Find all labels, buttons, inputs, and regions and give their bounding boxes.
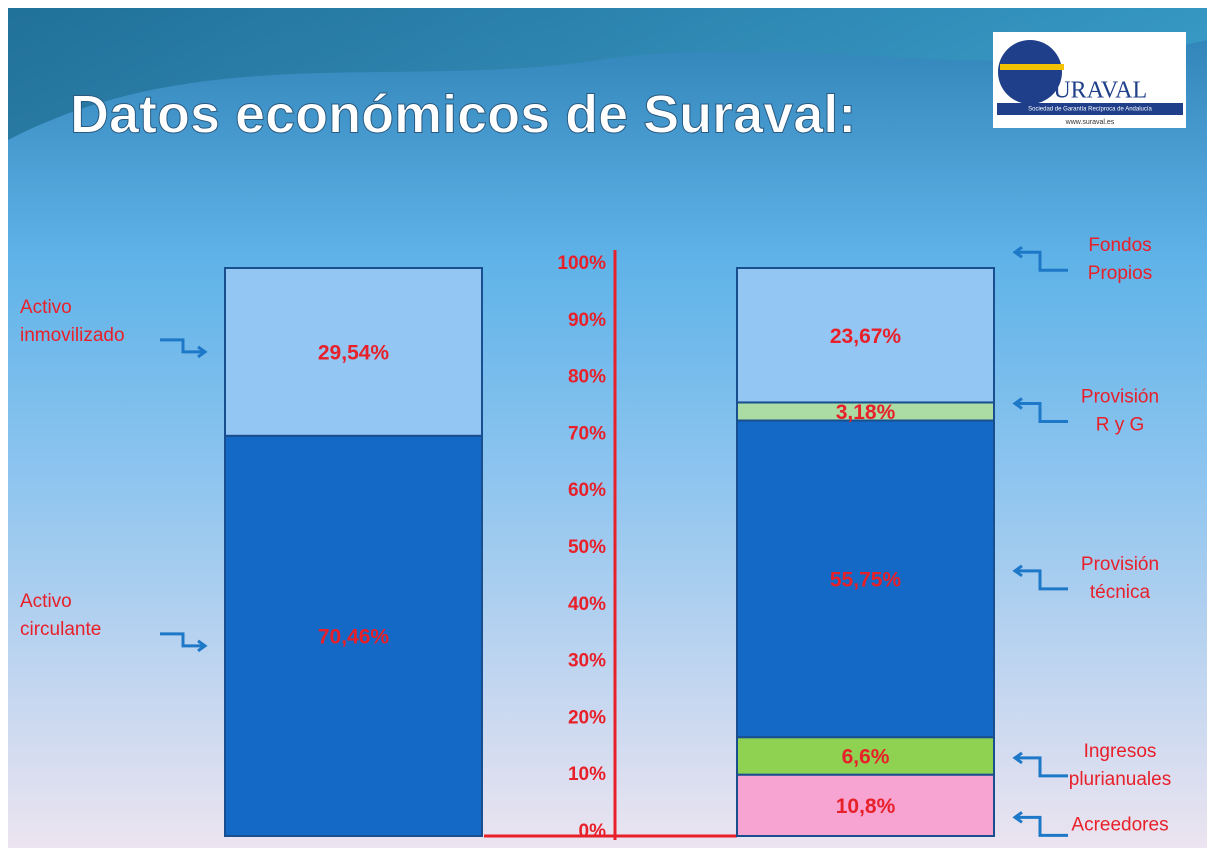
segment-label: Activo [20,591,72,612]
bar-segment [224,434,483,837]
y-tick-label: 80% [568,367,606,388]
arrow [1012,811,1068,837]
background [8,8,1207,848]
segment-label: Ingresos [1084,741,1157,762]
logo-mark [998,40,1062,104]
y-tick-label: 60% [568,480,606,501]
y-tick-label: 100% [557,253,606,274]
arrow [1012,564,1068,591]
value-label: 3,18% [836,401,896,424]
y-tick-label: 30% [568,651,606,672]
segment-label: Acreedores [1071,814,1168,835]
bar-segment [736,419,995,739]
y-tick-label: 10% [568,764,606,785]
bar-segment [224,267,483,437]
value-label: 23,67% [830,325,902,348]
y-tick-label: 70% [568,423,606,444]
segment-label: Propios [1088,263,1152,284]
segment-label: inmovilizado [20,325,125,346]
y-tick-label: 40% [568,594,606,615]
y-tick-label: 90% [568,310,606,331]
value-label: 70,46% [318,625,390,648]
title: Datos económicos de Suraval: [70,84,856,144]
value-label: 55,75% [830,568,902,591]
bar-segment [736,773,995,838]
logo-text: SURAVAL [1040,78,1147,104]
logo-subtitle: Sociedad de Garantía Recíproca de Andalu… [1028,107,1152,113]
y-tick-label: 50% [568,537,606,558]
segment-label: Provisión [1081,386,1159,407]
segment-label: plurianuales [1069,769,1171,790]
logo-band [997,103,1183,115]
arrow [1012,751,1068,778]
bar-segment [736,267,995,404]
segment-label: R y G [1096,414,1145,435]
segment-label: Provisión [1081,554,1159,575]
segment-label: Fondos [1088,235,1151,256]
segment-label: técnica [1090,582,1151,603]
y-tick-label: 0% [579,821,607,842]
arrow [160,338,208,359]
value-label: 29,54% [318,341,390,364]
value-label: 10,8% [836,795,896,818]
logo-stripe [1000,64,1064,70]
segment-label: Activo [20,297,72,318]
arrow [1012,397,1068,423]
wave [8,8,1207,140]
logo-url: www.suraval.es [1065,119,1115,126]
logo: SURAVAL Sociedad de Garantía Recíproca d… [993,32,1186,128]
y-tick-label: 20% [568,707,606,728]
value-label: 6,6% [842,745,890,768]
arrow [160,632,208,653]
arrow [1012,246,1068,272]
segment-label: circulante [20,619,101,640]
